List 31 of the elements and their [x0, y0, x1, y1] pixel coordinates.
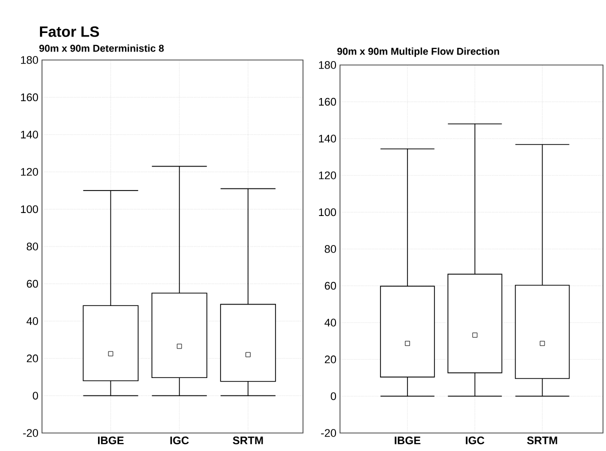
- x-tick-label: SRTM: [232, 436, 263, 444]
- x-tick-label: IBGE: [98, 436, 124, 444]
- y-tick-label: -20: [321, 429, 336, 437]
- y-tick-label: 60: [324, 282, 336, 290]
- y-tick-label: 160: [319, 98, 336, 106]
- x-tick-label: IBGE: [394, 436, 420, 444]
- y-tick-label: 120: [21, 168, 38, 176]
- x-tick-label: IGC: [170, 436, 189, 444]
- y-tick-label: 80: [324, 245, 336, 253]
- y-tick-label: 100: [21, 205, 38, 214]
- chart-subtitle: 90m x 90m Deterministic 8: [39, 44, 164, 52]
- y-tick-label: 160: [21, 93, 38, 102]
- chart-title: 90m x 90m Multiple Flow Direction: [337, 48, 500, 57]
- y-tick-label: 0: [32, 392, 38, 400]
- y-tick-label: 180: [319, 61, 336, 69]
- y-tick-label: 140: [21, 130, 38, 138]
- chart-title: Fator LS: [40, 26, 99, 37]
- y-tick-label: 180: [21, 56, 38, 64]
- y-tick-label: 40: [26, 317, 38, 325]
- y-tick-label: 20: [26, 354, 38, 362]
- y-tick-label: 120: [319, 172, 336, 180]
- y-tick-label: 80: [26, 242, 38, 250]
- y-tick-label: 0: [330, 392, 336, 400]
- y-tick-label: 40: [324, 318, 336, 326]
- y-tick-label: 140: [319, 134, 336, 142]
- x-tick-label: IGC: [466, 436, 484, 444]
- y-tick-label: 100: [319, 208, 336, 216]
- y-tick-label: 60: [26, 280, 38, 288]
- y-tick-label: 20: [324, 356, 336, 364]
- y-tick-label: -20: [23, 429, 38, 437]
- x-tick-label: SRTM: [527, 436, 558, 444]
